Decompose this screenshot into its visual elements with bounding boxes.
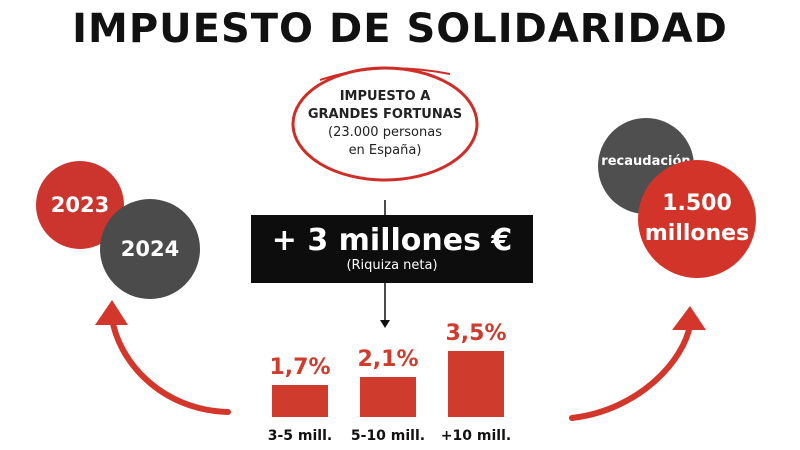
tax-note: IMPUESTO A GRANDES FORTUNAS (23.000 pers… [300,88,470,160]
rate-bar [448,350,504,417]
tax-note-line3: (23.000 personas [328,125,442,140]
rate-bar [272,384,328,417]
left-arrowhead-icon [95,300,128,325]
oval-stroke-end [319,67,451,81]
rate-percentage-label: 3,5% [445,320,507,346]
page-title: IMPUESTO DE SOLIDARIDAD [72,6,728,52]
revenue-label: recaudación [601,154,691,169]
right-arrowhead-icon [672,306,706,330]
rate-percentage-label: 1,7% [269,354,331,380]
year-2024-circle: 2024 [100,199,200,299]
year-2024-label: 2024 [120,237,180,261]
wealth-amount: + 3 millones € [271,223,513,258]
rate-bar [360,377,416,417]
revenue-value-unit: millones [644,221,750,246]
right-curve-arrow-icon [569,322,693,421]
wealth-bracket-label: 5-10 mill. [350,428,426,444]
tax-note-line4: en España) [348,143,422,158]
tax-note-line2: GRANDES FORTUNAS [307,107,463,122]
left-curve-arrow-icon [109,315,231,415]
year-2023-label: 2023 [50,193,110,217]
year-2023-circle: 2023 [36,161,124,249]
wealth-note: (Riquiza neta) [346,258,438,273]
wealth-bracket-label: 3-5 mill. [267,428,333,444]
wealth-bracket-label: +10 mill. [440,428,512,444]
wealth-threshold-box: + 3 millones € (Riquiza neta) [251,215,533,283]
rate-percentage-label: 2,1% [357,347,419,373]
down-arrow-icon [380,320,390,328]
tax-note-line1: IMPUESTO A [339,89,431,104]
revenue-value-number: 1.500 [662,191,732,216]
revenue-value-circle: 1.500 millones [638,160,756,278]
